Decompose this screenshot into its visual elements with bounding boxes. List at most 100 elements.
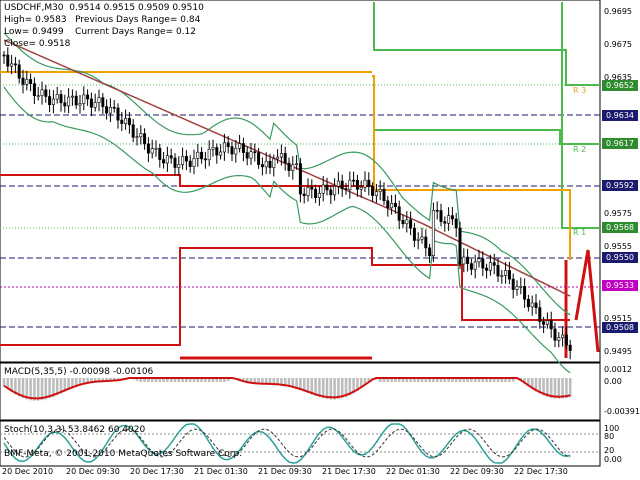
candle-body — [469, 263, 473, 270]
candle-body — [89, 98, 93, 108]
candle-body — [336, 180, 340, 187]
time-tick: 22 Dec 09:30 — [450, 467, 504, 476]
macd-bar — [568, 378, 572, 398]
candle-body — [416, 238, 420, 241]
candle-body — [420, 236, 424, 240]
macd-bar — [496, 378, 500, 382]
high-line: High= 0.9583 Previous Days Range= 0.84 — [4, 15, 201, 25]
candle-body — [458, 227, 462, 265]
macd-bar — [17, 378, 21, 397]
pivot-r1-line — [561, 2, 600, 229]
pivot-r3-line — [373, 2, 600, 86]
candle-body — [93, 102, 97, 108]
red-zigzag-line — [574, 249, 600, 353]
macd-bar — [546, 378, 549, 397]
price-tag: 0.9634 — [602, 110, 638, 121]
macd-bar — [150, 378, 154, 382]
macd-bar — [405, 378, 409, 382]
macd-bar — [337, 378, 340, 400]
macd-bar — [268, 378, 272, 385]
candle-body — [466, 256, 470, 264]
macd-bar — [299, 378, 302, 391]
macd-bar — [367, 378, 371, 383]
candle-body — [542, 321, 546, 325]
candle-body — [67, 96, 71, 107]
candle-body — [59, 94, 63, 104]
candle-body — [473, 261, 477, 270]
macd-bar — [295, 378, 298, 389]
macd-bar — [112, 378, 116, 381]
macd-bar — [466, 378, 469, 382]
candle-body — [116, 107, 120, 121]
candle-body — [496, 264, 500, 277]
macd-bar — [245, 378, 249, 383]
close-line: Close= 0.9518 — [4, 39, 71, 49]
red-step-line — [0, 247, 570, 346]
macd-bar — [25, 378, 29, 400]
macd-bar — [55, 378, 59, 396]
candle-body — [428, 247, 432, 257]
time-tick: 20 Dec 09:30 — [66, 467, 120, 476]
macd-frame — [0, 362, 601, 421]
candle-body — [143, 133, 147, 145]
pivot-r3-label: R 3 — [573, 86, 587, 95]
macd-bar — [21, 378, 25, 399]
macd-bar — [93, 378, 97, 383]
candle-body — [321, 184, 325, 194]
candle-body — [454, 218, 458, 229]
macd-bar — [382, 378, 386, 382]
macd-bar — [82, 378, 86, 385]
candle-body — [371, 186, 375, 196]
macd-bar — [207, 378, 211, 382]
candle-body — [488, 262, 492, 271]
macd-bar — [397, 378, 401, 382]
candle-body — [477, 258, 481, 263]
macd-tick: 0.0012 — [604, 365, 632, 374]
macd-bar — [287, 378, 291, 387]
candle-body — [481, 258, 485, 269]
candle-body — [234, 148, 238, 155]
candle-body — [485, 267, 489, 271]
macd-bar — [162, 378, 165, 382]
macd-bar — [321, 378, 325, 399]
pivot-levels — [0, 2, 600, 360]
candle-body — [40, 89, 44, 96]
candle-body — [523, 286, 527, 300]
macd-bar — [314, 378, 317, 397]
candle-body — [120, 119, 124, 124]
candle-body — [74, 95, 78, 106]
price-tag: 0.9652 — [602, 80, 638, 91]
price-tag: 0.9508 — [602, 322, 638, 333]
macd-bar — [454, 378, 458, 382]
macd-bar — [302, 378, 306, 392]
macd-bar — [48, 378, 51, 399]
macd-bar — [325, 378, 329, 400]
price-tag: 0.9592 — [602, 180, 638, 191]
macd-bar — [416, 378, 420, 382]
candle-body — [253, 151, 257, 154]
candle-body — [283, 153, 287, 164]
candle-body — [158, 147, 162, 160]
symbol-line: USDCHF,M30 0.9514 0.9515 0.9509 0.9510 — [4, 3, 204, 13]
macd-bar — [401, 378, 405, 382]
macd-bar — [340, 378, 344, 399]
candle-body — [557, 337, 561, 341]
bollinger-bands — [3, 32, 571, 374]
candle-body — [530, 302, 534, 308]
candle-body — [108, 106, 112, 114]
candle-body — [492, 262, 496, 266]
macd-bar — [280, 378, 283, 386]
copyright-text: BMF-Meta, © 2001-2010 MetaQuotes Softwar… — [4, 449, 243, 459]
macd-bar — [485, 378, 488, 382]
macd-bar — [565, 378, 568, 399]
candle-body — [306, 187, 310, 196]
candle-body — [135, 136, 139, 139]
macd-bar — [97, 378, 101, 382]
candle-body — [348, 179, 352, 190]
macd-bar — [534, 378, 538, 392]
macd-bar — [86, 378, 89, 384]
candle-body — [405, 219, 409, 225]
candle-body — [82, 94, 86, 104]
